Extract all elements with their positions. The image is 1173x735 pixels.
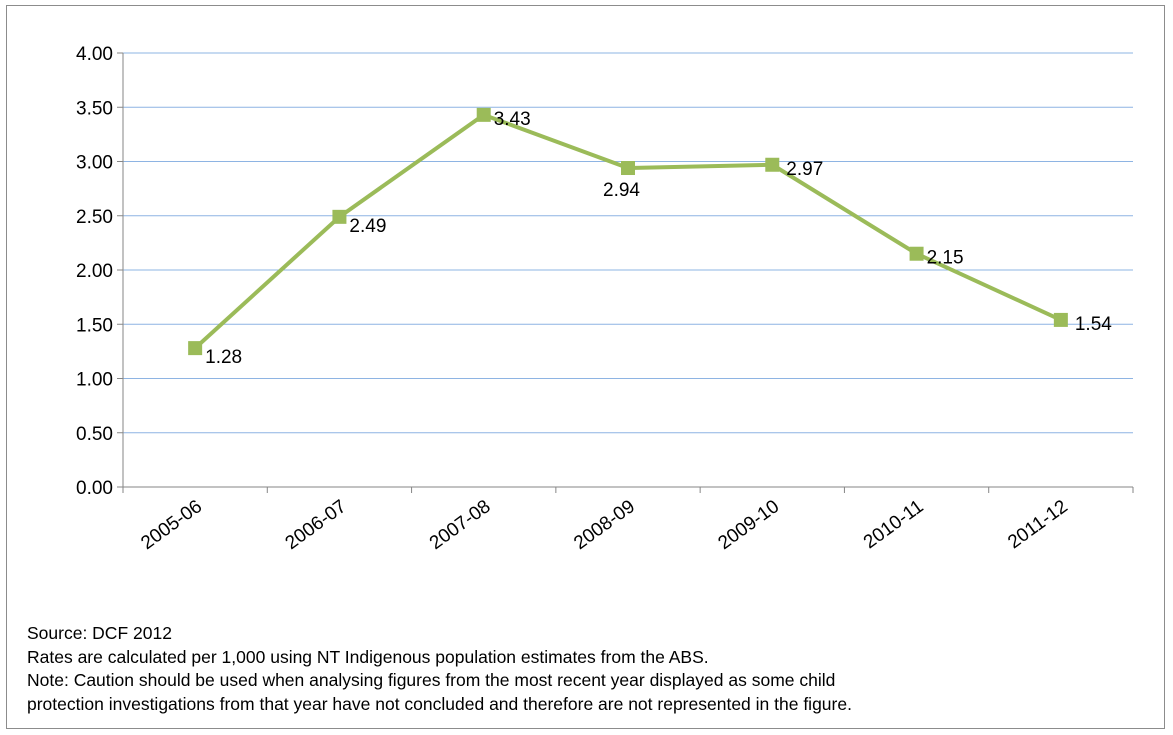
y-tick-label: 2.00: [76, 261, 113, 282]
data-label: 2.15: [927, 248, 964, 269]
x-tick-label: 2008-09: [570, 496, 639, 554]
x-tick-label: 2010-11: [860, 496, 928, 553]
chart-frame: 0.00 0.50 1.00 1.50 2.00 2.50 3.00 3.50 4.00 2005…: [6, 5, 1165, 729]
y-tick-label: 0.00: [76, 478, 113, 499]
data-label: 3.43: [494, 109, 531, 130]
data-label: 1.54: [1075, 314, 1112, 335]
x-tick-label: 2005-06: [137, 496, 206, 554]
y-tick-label: 3.50: [76, 98, 113, 119]
data-point-marker: [765, 157, 780, 172]
caution-note-line2: protection investigations from that year…: [27, 693, 852, 714]
data-point-marker: [188, 341, 203, 356]
line-chart: 0.00 0.50 1.00 1.50 2.00 2.50 3.00 3.50 4.00 2005…: [76, 44, 1134, 554]
data-label: 2.97: [786, 159, 823, 180]
y-tick-label: 0.50: [76, 424, 113, 445]
data-point-marker: [476, 107, 491, 122]
rates-note: Rates are calculated per 1,000 using NT …: [27, 646, 709, 667]
data-label: 2.94: [603, 180, 640, 201]
chart-notes: Source: DCF 2012 Rates are calculated pe…: [27, 622, 1167, 716]
x-tick-label: 2007-08: [426, 496, 495, 554]
data-point-marker: [1053, 312, 1068, 327]
data-point-marker: [332, 209, 347, 224]
caution-note-line1: Note: Caution should be used when analys…: [27, 670, 836, 690]
series-line: [193, 112, 1062, 350]
data-label: 2.49: [349, 216, 386, 237]
x-tick-label: 2006-07: [282, 496, 351, 554]
y-tick-label: 1.00: [76, 370, 113, 391]
x-tick-label: 2011-12: [1004, 496, 1072, 553]
source-note: Source: DCF 2012: [27, 623, 172, 643]
data-label: 1.28: [205, 347, 242, 368]
x-tick-label: 2009-10: [714, 496, 783, 554]
y-tick-label: 4.00: [76, 44, 113, 65]
y-tick-label: 2.50: [76, 207, 113, 228]
y-tick-label: 1.50: [76, 315, 113, 336]
data-point-marker: [909, 246, 924, 261]
y-tick-label: 3.00: [76, 153, 113, 174]
data-point-marker: [621, 161, 635, 176]
